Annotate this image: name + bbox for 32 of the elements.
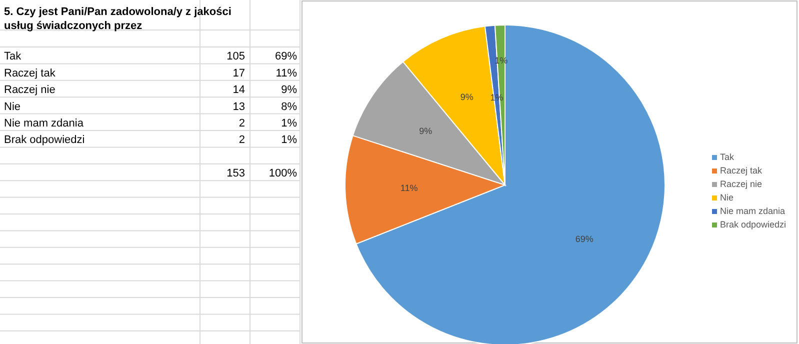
text: 8% xyxy=(281,100,298,113)
text: 5. Czy jest Pani/Pan zadowolona/y z jakości usług świadczonych przez xyxy=(4,6,232,32)
category-label: Nie xyxy=(4,100,21,113)
text: 14 xyxy=(232,84,245,96)
legend-label: Brak odpowiedzi xyxy=(720,220,786,230)
text: 100% xyxy=(268,168,298,180)
text: 2 xyxy=(238,118,245,130)
data-label: 9% xyxy=(460,92,474,102)
legend-label: Nie mam zdania xyxy=(720,206,786,216)
text: 1% xyxy=(281,134,298,146)
text: 105 xyxy=(226,50,245,63)
category-label: Brak odpowiedzi xyxy=(4,134,85,146)
category-label: Tak xyxy=(4,50,22,63)
text: 11% xyxy=(276,67,298,80)
legend-label: Nie xyxy=(720,192,734,202)
text: 153 xyxy=(226,168,245,180)
text: 1% xyxy=(281,118,298,130)
text: 2 xyxy=(238,134,245,146)
data-label: 11% xyxy=(400,183,418,194)
data-label: 69% xyxy=(575,234,594,244)
category-label: Nie mam zdania xyxy=(4,118,84,130)
data-label: 1% xyxy=(490,92,504,102)
text: 69% xyxy=(274,50,298,63)
data-label: 9% xyxy=(419,126,432,136)
legend-label: Raczej tak xyxy=(720,166,763,176)
category-label: Raczej tak xyxy=(4,67,56,80)
legend-label: Raczej nie xyxy=(720,179,762,189)
category-label: Raczej nie xyxy=(4,84,56,96)
text: 13 xyxy=(232,100,245,113)
text: 9% xyxy=(281,84,298,96)
legend-label: Tak xyxy=(720,152,735,162)
text: 17 xyxy=(232,67,245,80)
